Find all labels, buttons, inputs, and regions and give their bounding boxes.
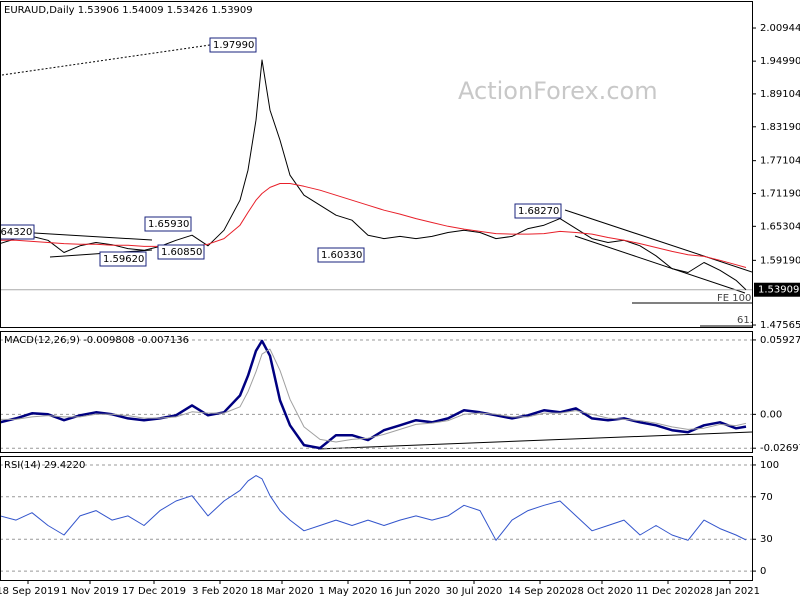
x-tick-label: 30 Jul 2020 [446,586,503,597]
y-tick-label: 1.94990 [760,56,800,67]
annotation: 61.8 [737,315,759,326]
x-tick-label: 1 May 2020 [319,586,378,597]
trendlines [1,44,752,450]
annotation: 1.64320 [0,227,32,238]
x-tick-label: 11 Dec 2020 [636,586,700,597]
annotation-box [157,244,205,260]
price-tag [754,282,800,297]
y-tick-label: 30 [760,534,773,545]
y-tick-label: 1.89104 [760,89,800,100]
annotation-box [144,216,192,232]
price-tag-label: 1.53909 [758,285,799,296]
x-tick-label: 18 Sep 2019 [0,586,60,597]
annotation-box [514,203,562,219]
trendline [1,44,211,76]
y-tick-label: 70 [760,492,773,503]
annotation-box [1,224,35,240]
y-tick-label: 0.00 [760,409,782,420]
x-tick-label: 1 Nov 2019 [61,586,119,597]
y-tick-label: 1.47565 [760,320,800,331]
x-tick-label: 3 Feb 2020 [192,586,248,597]
plot-area: 1.97990 1.65930 1.60850 1.59620 1.64320 1.603… [0,37,761,572]
macd-pane [0,331,753,453]
watermark: ActionForex.com [458,77,658,105]
x-tick-label: 17 Dec 2019 [122,586,186,597]
y-tick-label: 0.059272 [760,335,800,346]
series-line [1,183,747,268]
annotation-box [317,247,365,263]
trendline [574,235,746,294]
annotation: 1.59620 [103,254,144,265]
annotation: 1.60850 [161,247,202,258]
y-tick-label: 100 [760,460,779,471]
annotation-box [209,37,257,53]
y-tick-label: 1.83190 [760,122,800,133]
trendline [564,209,752,273]
annotation: 1.68270 [518,206,559,217]
x-tick-label: 28 Oct 2020 [571,586,633,597]
y-tick-label: 1.59190 [760,255,800,266]
annotation: FE 100.0 [717,293,761,304]
annotation: 1.97990 [213,40,254,51]
price-pane [0,1,753,328]
y-tick-label: -0.026978 [760,443,800,454]
y-tick-label: 1.71190 [760,189,800,200]
series-line [1,339,747,450]
x-tick-label: 28 Jan 2021 [700,586,760,597]
x-tick-label: 18 Mar 2020 [250,586,313,597]
series-line [1,475,747,541]
trendline [317,431,752,450]
x-tick-label: 14 Sep 2020 [508,586,571,597]
y-tick-label: 0 [760,566,766,577]
rsi-pane [0,456,753,581]
y-tick-label: 2.00944 [760,23,800,34]
series-line [1,348,747,443]
pane-title: RSI(14) 29.4220 [4,460,85,471]
pane-title: EURAUD,Daily 1.53906 1.54009 1.53426 1.5… [4,5,253,16]
annotation: 1.65930 [148,219,189,230]
series-line [1,59,747,291]
pane-title: MACD(12,26,9) -0.009808 -0.007136 [4,335,189,346]
annotation-box [99,251,147,267]
x-tick-label: 16 Jun 2020 [380,586,440,597]
y-tick-label: 1.65304 [760,221,800,232]
y-tick-label: 1.77104 [760,156,800,167]
annotation: 1.60330 [321,250,362,261]
